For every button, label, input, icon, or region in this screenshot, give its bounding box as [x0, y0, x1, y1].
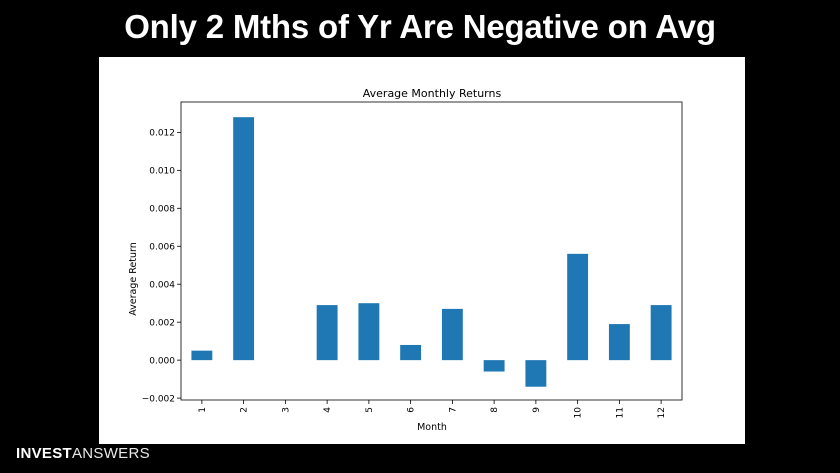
bar-chart: Average Monthly Returns Average Return M… — [128, 87, 683, 433]
bar-month-6 — [400, 344, 422, 361]
y-tick-label: 0.012 — [149, 129, 175, 139]
bar-month-11 — [608, 324, 630, 361]
chart-figure: Average Monthly Returns Average Return M… — [99, 57, 745, 444]
x-tick-label: 1 — [198, 407, 208, 413]
bar-month-5 — [358, 303, 380, 361]
bar-month-7 — [441, 308, 463, 361]
x-tick-label: 7 — [448, 407, 458, 413]
bar-month-1 — [191, 350, 213, 361]
y-tick-label: 0.000 — [149, 356, 175, 366]
x-tick-label: 11 — [615, 407, 625, 418]
x-axis-label: Month — [417, 422, 447, 433]
bar-month-12 — [650, 305, 672, 361]
y-tick-label: 0.002 — [149, 318, 175, 328]
x-tick-label: 12 — [657, 407, 667, 418]
y-tick-label: −0.002 — [142, 394, 175, 404]
plot-frame — [180, 101, 683, 401]
x-tick-label: 5 — [365, 407, 375, 413]
bar-month-8 — [483, 360, 505, 372]
bar-month-10 — [567, 253, 589, 361]
y-tick-label: 0.008 — [149, 204, 175, 214]
x-tick-label: 6 — [407, 407, 417, 413]
bar-month-4 — [316, 305, 338, 361]
y-axis-label: Average Return — [128, 242, 139, 316]
y-tick-label: 0.010 — [149, 167, 175, 177]
brand-logo-light: ANSWERS — [71, 445, 150, 462]
x-tick-label: 3 — [281, 407, 291, 413]
x-tick-label: 4 — [323, 407, 333, 413]
bar-month-9 — [525, 360, 547, 387]
slide-headline: Only 2 Mths of Yr Are Negative on Avg — [124, 8, 716, 45]
x-tick-label: 2 — [240, 407, 250, 413]
y-tick-label: 0.006 — [149, 242, 175, 252]
chart-title: Average Monthly Returns — [363, 87, 502, 100]
bar-month-2 — [233, 117, 255, 361]
x-tick-label: 10 — [574, 407, 584, 419]
x-tick-label: 9 — [532, 407, 542, 413]
x-tick-label: 8 — [490, 407, 500, 413]
brand-logo: INVESTANSWERS — [16, 445, 150, 462]
brand-logo-bold: INVEST — [16, 445, 72, 462]
y-tick-label: 0.004 — [149, 280, 175, 290]
